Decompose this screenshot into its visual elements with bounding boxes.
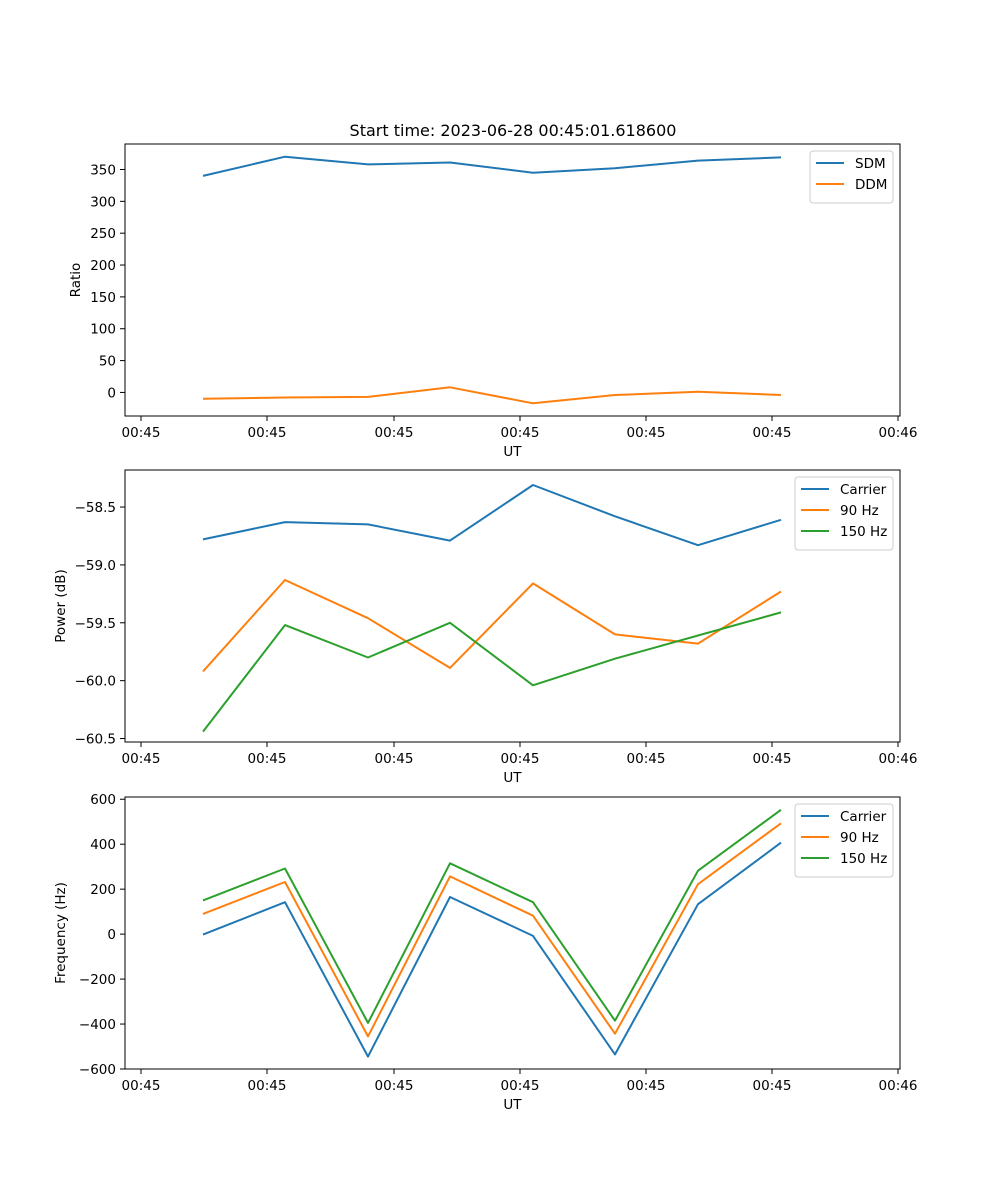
x-tick-label: 00:45 bbox=[627, 1078, 666, 1094]
subplots: 00:45 00:45 00:45 00:45 00:45 00:45 00:46 0 50 10… bbox=[53, 143, 918, 1113]
x-tick-label: 00:45 bbox=[122, 1078, 161, 1094]
x-tick-label: 00:45 bbox=[248, 1078, 287, 1094]
x-tick-label: 00:45 bbox=[627, 751, 666, 767]
x-axis-label: UT bbox=[503, 444, 522, 460]
x-tick-label: 00:45 bbox=[375, 1078, 414, 1094]
legend: Carrier 90 Hz 150 Hz bbox=[794, 476, 894, 551]
series-line-2-1 bbox=[202, 484, 782, 547]
legend-label: 150 Hz bbox=[840, 524, 887, 540]
x-tick-label: 00:45 bbox=[753, 425, 792, 441]
series-line-2-3 bbox=[202, 611, 782, 733]
legend-label: SDM bbox=[855, 156, 886, 172]
series-line-1-1 bbox=[202, 155, 782, 177]
x-tick-label: 00:45 bbox=[122, 425, 161, 441]
y-tick-label: −58.5 bbox=[75, 500, 116, 516]
subplot-2: 00:45 00:45 00:45 00:45 00:45 00:45 00:46 −60.5… bbox=[53, 469, 918, 786]
subplot-1: 00:45 00:45 00:45 00:45 00:45 00:45 00:46 0 50 10… bbox=[68, 143, 918, 460]
x-axis-label: UT bbox=[503, 1097, 522, 1113]
y-axis-label: Power (dB) bbox=[53, 569, 69, 642]
y-tick-label: 300 bbox=[90, 194, 116, 210]
legend: Carrier 90 Hz 150 Hz bbox=[794, 803, 894, 878]
y-tick-label: 350 bbox=[90, 162, 116, 178]
y-tick-label: −600 bbox=[79, 1062, 116, 1078]
y-tick-label: 200 bbox=[90, 258, 116, 274]
x-tick-label: 00:45 bbox=[122, 751, 161, 767]
legend-label: DDM bbox=[855, 177, 887, 193]
y-axis-label: Ratio bbox=[68, 263, 84, 298]
y-tick-label: 400 bbox=[90, 837, 116, 853]
x-tick-label: 00:45 bbox=[753, 1078, 792, 1094]
x-axis-label: UT bbox=[503, 770, 522, 786]
y-tick-label: −60.5 bbox=[75, 732, 116, 748]
y-tick-label: 0 bbox=[107, 385, 116, 401]
x-tick-label: 00:46 bbox=[879, 751, 918, 767]
subplot-3: 00:45 00:45 00:45 00:45 00:45 00:45 00:46 −600 −… bbox=[53, 792, 917, 1113]
x-tick-label: 00:45 bbox=[501, 1078, 540, 1094]
x-tick-label: 00:45 bbox=[248, 425, 287, 441]
x-tick-label: 00:45 bbox=[375, 425, 414, 441]
x-tick-label: 00:45 bbox=[375, 751, 414, 767]
y-tick-label: −200 bbox=[79, 972, 116, 988]
series-line-1-2 bbox=[202, 386, 782, 405]
y-tick-label: 150 bbox=[90, 290, 116, 306]
x-tick-label: 00:45 bbox=[501, 751, 540, 767]
axes-frame bbox=[124, 469, 901, 743]
axes-frame bbox=[124, 143, 901, 417]
x-tick-label: 00:45 bbox=[627, 425, 666, 441]
figure-title: Start time: 2023-06-28 00:45:01.618600 bbox=[350, 121, 677, 140]
y-tick-label: −400 bbox=[79, 1017, 116, 1033]
legend-label: Carrier bbox=[840, 809, 887, 825]
y-tick-label: 600 bbox=[90, 792, 116, 808]
y-tick-label: −60.0 bbox=[75, 674, 116, 690]
series-line-3-3 bbox=[202, 808, 782, 1024]
series-line-3-2 bbox=[202, 822, 782, 1038]
y-tick-label: 50 bbox=[99, 354, 116, 370]
x-tick-label: 00:45 bbox=[501, 425, 540, 441]
y-tick-label: 200 bbox=[90, 882, 116, 898]
axes-frame bbox=[124, 796, 901, 1070]
y-tick-label: −59.0 bbox=[75, 558, 116, 574]
y-tick-label: 0 bbox=[107, 927, 116, 943]
y-tick-label: 100 bbox=[90, 322, 116, 338]
series-line-3-1 bbox=[202, 841, 782, 1058]
legend-label: 90 Hz bbox=[840, 830, 879, 846]
x-tick-label: 00:45 bbox=[248, 751, 287, 767]
x-tick-label: 00:45 bbox=[753, 751, 792, 767]
y-tick-label: 250 bbox=[90, 226, 116, 242]
legend-label: Carrier bbox=[840, 482, 887, 498]
y-tick-label: −59.5 bbox=[75, 616, 116, 632]
y-axis-label: Frequency (Hz) bbox=[53, 882, 69, 984]
x-tick-label: 00:46 bbox=[879, 1078, 918, 1094]
legend: SDM DDM bbox=[809, 150, 894, 204]
series-line-2-2 bbox=[202, 579, 782, 673]
legend-label: 90 Hz bbox=[840, 503, 879, 519]
legend-label: 150 Hz bbox=[840, 851, 887, 867]
x-tick-label: 00:46 bbox=[879, 425, 918, 441]
